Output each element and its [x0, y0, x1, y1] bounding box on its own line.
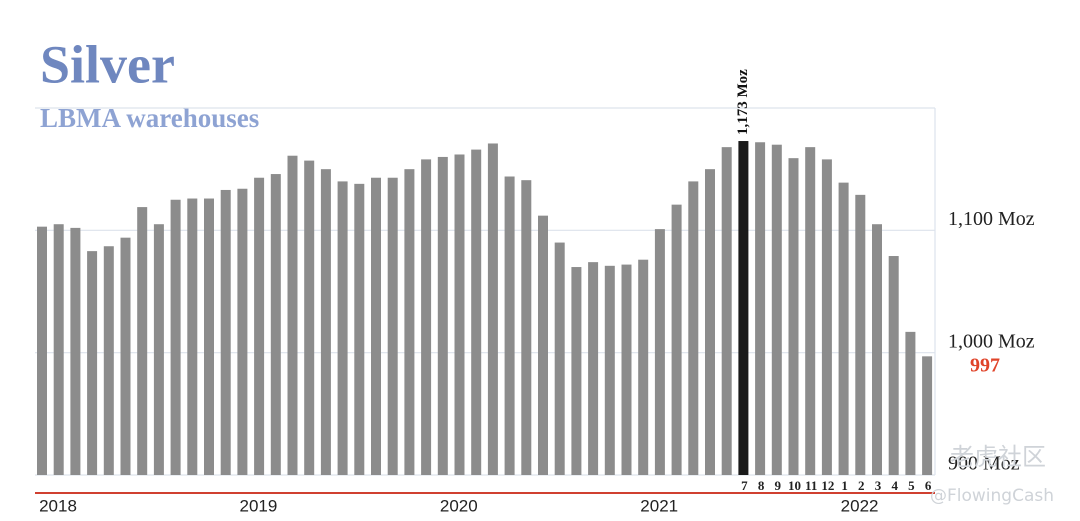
bar [437, 156, 448, 475]
bar [654, 229, 665, 475]
bar [838, 182, 849, 475]
y-tick-label: 1,000 Moz [948, 330, 1035, 352]
bar [170, 199, 181, 475]
bar [37, 226, 47, 475]
x-tick-label: 6 [925, 478, 932, 493]
data-label: 997 [970, 355, 1000, 377]
bar [755, 142, 766, 475]
bar [187, 198, 198, 475]
x-tick-label: 7 [741, 478, 748, 493]
bar [721, 147, 732, 475]
x-tick-label: 1 [841, 478, 848, 493]
bar [638, 259, 649, 475]
x-tick-label: 8 [758, 478, 765, 493]
x-tick-label: 2 [858, 478, 865, 493]
bar [387, 177, 398, 476]
bar [872, 224, 882, 475]
bar [120, 237, 131, 475]
x-year-label: 2019 [239, 496, 277, 515]
bar [220, 189, 231, 476]
bar [588, 262, 599, 475]
bar [153, 224, 164, 475]
bar [320, 169, 331, 475]
bar [905, 331, 916, 475]
bar [922, 356, 933, 475]
bar [87, 251, 98, 475]
bar [337, 181, 348, 475]
x-year-label: 2021 [640, 496, 678, 515]
bar [855, 194, 866, 475]
bar [671, 204, 682, 476]
bar [538, 215, 548, 476]
x-tick-label: 3 [875, 478, 882, 493]
bar [304, 160, 315, 475]
bar [237, 188, 248, 476]
x-tick-label: 11 [805, 478, 817, 493]
data-label: 1,173 Moz [735, 69, 751, 135]
bar [521, 180, 532, 475]
x-year-label: 2018 [39, 496, 77, 515]
x-tick-label: 5 [908, 478, 915, 493]
bar [621, 264, 632, 475]
bar [404, 169, 415, 475]
x-year-label: 2020 [440, 496, 478, 515]
bar [471, 149, 482, 476]
bar [888, 256, 899, 475]
y-tick-label: 900 Moz [948, 453, 1020, 475]
y-tick-label: 1,100 Moz [948, 208, 1035, 230]
chart-title: Silver [40, 34, 175, 94]
bar [421, 159, 432, 475]
bar [53, 224, 64, 475]
bar [688, 181, 699, 475]
bar [805, 147, 816, 475]
bar [70, 227, 81, 475]
bar [354, 183, 365, 475]
watermark: @FlowingCash [930, 486, 1054, 506]
bar [504, 176, 515, 476]
bar [788, 158, 799, 475]
x-tick-label: 10 [788, 478, 801, 493]
bar [254, 177, 265, 476]
bar [571, 267, 582, 475]
bar [454, 154, 465, 475]
watermark: 老虎社区 [950, 443, 1046, 471]
bar [204, 198, 214, 475]
x-year-label: 2022 [841, 496, 879, 515]
bar [487, 143, 498, 475]
bar [287, 155, 298, 475]
bar [604, 265, 615, 475]
x-tick-label: 9 [775, 478, 782, 493]
x-tick-label: 4 [891, 478, 898, 493]
bar [771, 144, 782, 475]
bar [137, 207, 148, 475]
bar [554, 242, 565, 475]
bar [270, 174, 281, 475]
bar [103, 246, 114, 475]
bar [371, 177, 381, 476]
bar [738, 141, 749, 475]
bar [821, 159, 832, 475]
x-tick-label: 12 [821, 478, 834, 493]
bar [705, 169, 715, 475]
